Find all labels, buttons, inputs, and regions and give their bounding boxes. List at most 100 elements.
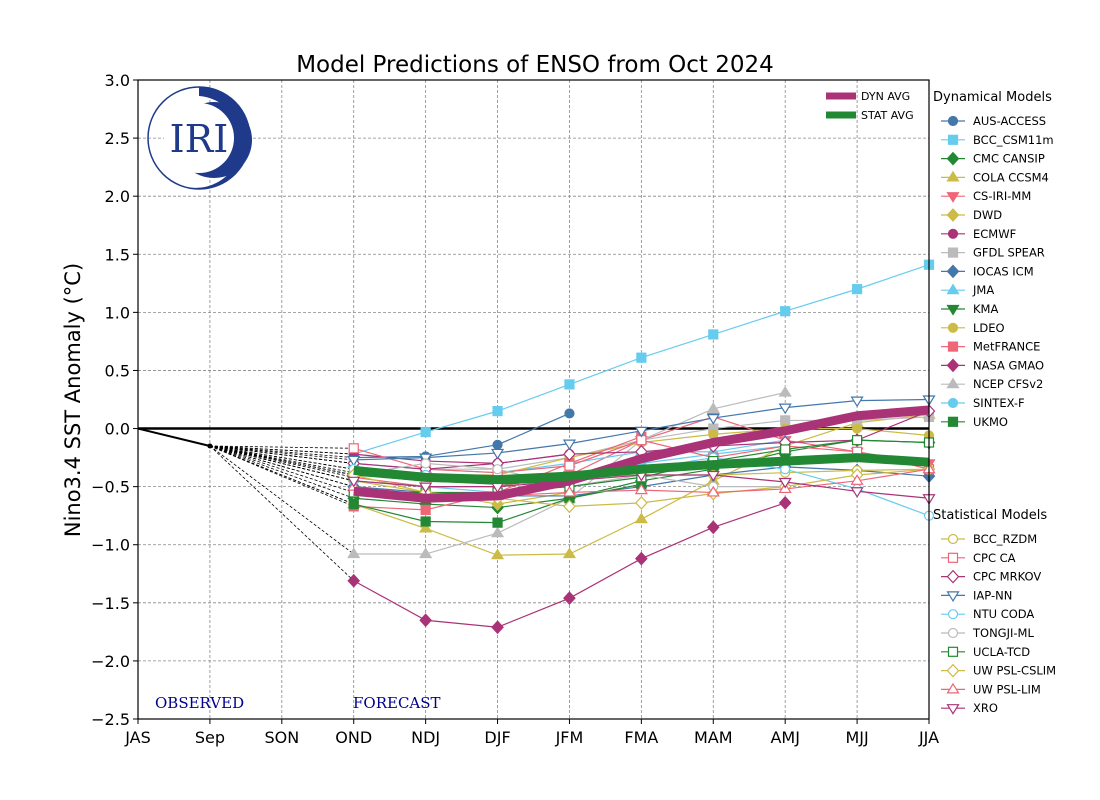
y-tick-label: −1.0 bbox=[91, 536, 130, 555]
data-point bbox=[347, 573, 361, 588]
legend-label: COLA CCSM4 bbox=[973, 170, 1049, 184]
legend-label: AUS-ACCESS bbox=[973, 114, 1046, 128]
data-point bbox=[420, 516, 431, 527]
legend-label: NTU CODA bbox=[973, 607, 1034, 621]
legend-marker bbox=[947, 533, 959, 545]
x-tick-label: SON bbox=[264, 728, 299, 747]
y-tick-label: 3.0 bbox=[105, 71, 130, 90]
grid bbox=[137, 79, 930, 720]
legend-title: Dynamical Models bbox=[933, 90, 1052, 105]
legend-marker bbox=[946, 170, 960, 182]
legend-label: DWD bbox=[973, 208, 1002, 222]
data-point bbox=[636, 352, 647, 363]
data-point bbox=[419, 521, 433, 533]
data-point bbox=[780, 444, 791, 455]
legend-label: STAT AVG bbox=[861, 109, 914, 122]
forecast-connector bbox=[209, 445, 354, 499]
y-tick-label: 2.0 bbox=[105, 187, 130, 206]
forecast-connector bbox=[209, 445, 354, 458]
legend-label: TONGJI-ML bbox=[972, 626, 1034, 640]
data-point bbox=[851, 435, 863, 446]
x-tick-label: AMJ bbox=[770, 728, 799, 747]
data-point bbox=[564, 408, 575, 419]
data-point bbox=[492, 464, 503, 475]
axes: 3.0 2.5 2.0 1.5 1.0 0.5 0.0 −0.5 −1.0 −1.5 −2.0 −2.… bbox=[91, 71, 939, 747]
average-line-stat-avg bbox=[353, 453, 930, 485]
data-point bbox=[850, 474, 864, 485]
plot-frame bbox=[137, 79, 930, 720]
legend-marker bbox=[946, 208, 960, 222]
legend-marker bbox=[946, 358, 960, 373]
legend-marker bbox=[946, 591, 960, 603]
data-point bbox=[634, 483, 648, 495]
data-point bbox=[562, 547, 577, 559]
forecast-connector bbox=[209, 445, 355, 582]
data-point bbox=[564, 460, 575, 471]
legend-marker bbox=[946, 283, 960, 295]
legend-label: MetFRANCE bbox=[973, 340, 1040, 354]
legend-label: NCEP CFSv2 bbox=[973, 377, 1043, 391]
series-line bbox=[353, 412, 570, 459]
x-tick-label: JAS bbox=[124, 728, 151, 747]
data-point bbox=[635, 496, 648, 510]
data-point bbox=[347, 547, 361, 559]
x-tick-label: NDJ bbox=[411, 728, 440, 747]
x-tick-label: JFM bbox=[555, 728, 584, 747]
legend-marker bbox=[947, 341, 959, 352]
data-point bbox=[563, 499, 576, 514]
x-tick-label: JJA bbox=[918, 728, 939, 747]
legend-marker bbox=[947, 322, 959, 333]
data-point bbox=[492, 406, 503, 417]
legend-label: LDEO bbox=[973, 321, 1005, 335]
average-line-dyn-avg bbox=[353, 405, 930, 503]
chart-title: Model Predictions of ENSO from Oct 2024 bbox=[296, 52, 774, 78]
forecast-connector bbox=[209, 445, 354, 449]
legend-marker bbox=[947, 609, 959, 620]
data-point bbox=[634, 512, 648, 524]
data-point bbox=[635, 551, 648, 566]
data-point bbox=[492, 517, 503, 528]
legend-marker bbox=[947, 646, 959, 657]
data-point bbox=[347, 455, 361, 467]
data-point bbox=[706, 470, 720, 482]
series-layer bbox=[137, 259, 936, 635]
data-point bbox=[634, 426, 648, 438]
x-tick-label: OND bbox=[335, 728, 372, 747]
data-point bbox=[347, 476, 361, 488]
series-xro bbox=[347, 470, 936, 505]
data-point bbox=[420, 504, 431, 515]
forecast-connector bbox=[209, 445, 354, 474]
y-tick-label: 2.5 bbox=[105, 129, 130, 148]
legend-marker bbox=[946, 663, 960, 678]
legend-label: BCC_RZDM bbox=[973, 532, 1037, 546]
data-point bbox=[562, 439, 577, 451]
logo-text: IRI bbox=[170, 117, 229, 161]
y-tick-label: 1.5 bbox=[105, 245, 130, 264]
forecast-connector bbox=[209, 445, 354, 476]
data-point bbox=[491, 620, 504, 635]
legend-label: ECMWF bbox=[973, 227, 1016, 241]
observed-point bbox=[207, 443, 213, 449]
legend-marker bbox=[947, 627, 959, 639]
forecast-connector bbox=[209, 445, 354, 464]
data-point bbox=[490, 548, 505, 560]
legend-marker bbox=[947, 416, 959, 427]
x-tick-label: FMA bbox=[624, 728, 658, 747]
y-tick-label: −1.5 bbox=[91, 594, 130, 613]
legend-label: UCLA-TCD bbox=[973, 645, 1030, 659]
forecast-connector bbox=[209, 445, 354, 478]
data-point bbox=[706, 402, 720, 413]
y-tick-label: −0.5 bbox=[91, 478, 130, 497]
legend-marker bbox=[946, 682, 960, 694]
y-axis-label: Nino3.4 SST Anomaly (°C) bbox=[61, 263, 85, 537]
data-point bbox=[563, 447, 576, 461]
legend-label: UW PSL-LIM bbox=[973, 682, 1041, 696]
legend-label: IOCAS ICM bbox=[973, 264, 1034, 278]
legend-label: GFDL SPEAR bbox=[973, 246, 1045, 260]
data-point bbox=[419, 482, 433, 494]
series-aus-access bbox=[348, 408, 575, 463]
legend-marker bbox=[947, 397, 959, 409]
legend-label: CS-IRI-MM bbox=[973, 189, 1031, 203]
data-point bbox=[419, 547, 433, 559]
data-point bbox=[706, 520, 720, 535]
